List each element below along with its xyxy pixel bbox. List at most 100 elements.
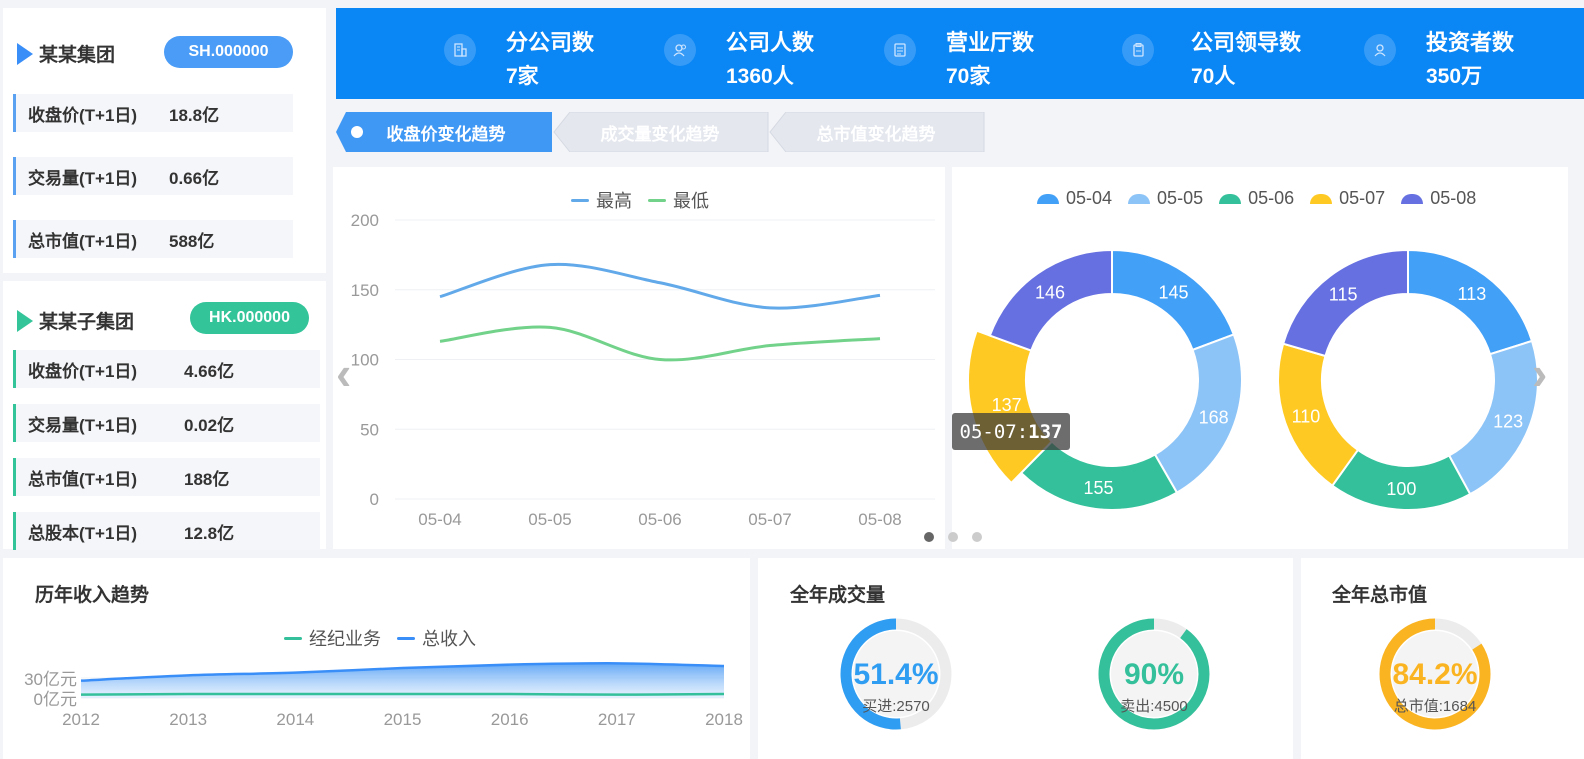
company-card-1: 某某集团 SH.000000 收盘价(T+1日) 18.8亿 交易量(T+1日)… (3, 8, 326, 273)
volume-gauges: 51.4% 买进:2570 90% 卖出:4500 (840, 618, 1210, 730)
carousel-dot[interactable] (948, 532, 958, 542)
legend-label: 最高 (596, 191, 632, 211)
slice-label: 110 (1292, 406, 1321, 426)
series-line (439, 262, 881, 310)
metric-value: 18.8亿 (169, 105, 220, 125)
x-tick-label: 05-06 (638, 510, 681, 529)
legend-swatch (284, 636, 302, 640)
series-line (439, 325, 881, 362)
slice-label: 113 (1458, 284, 1487, 304)
stat-title: 投资者数 (1426, 30, 1515, 55)
company-name: 某某集团 (39, 45, 116, 66)
pie-slice (1019, 440, 1179, 511)
stats-bar: 分公司数 7家 公司人数 1360人 营业厅数 70家 公司领导数 70人 投资… (336, 8, 1584, 99)
pie-chart-legend: 05-04 05-05 05-06 05-07 05-08 (1037, 188, 1492, 209)
gauge-arc (1098, 618, 1210, 730)
user-icon (1364, 34, 1396, 66)
tab-close-price[interactable]: 收盘价变化趋势 (386, 124, 506, 144)
metric-row: 交易量(T+1日) 0.02亿 (13, 404, 320, 442)
chart-tooltip: 05-07: 137 (952, 413, 1070, 450)
slice-label: 137 (992, 395, 1022, 415)
stat-value: 70家 (946, 65, 991, 88)
metric-value: 4.66亿 (184, 361, 235, 381)
clipboard-icon (1122, 34, 1154, 66)
legend-item[interactable]: 05-05 (1128, 188, 1203, 209)
tab-shapes (336, 112, 985, 152)
annual-market-value-title: 全年总市值 (1332, 585, 1428, 606)
y-tick-label: 0 (370, 490, 379, 509)
y-tick-label: 150 (351, 281, 379, 300)
legend-label: 05-06 (1248, 188, 1295, 208)
metric-value: 588亿 (169, 231, 215, 251)
triangle-marker-icon (17, 42, 33, 65)
slice-label: 123 (1493, 411, 1523, 431)
legend-item[interactable]: 05-04 (1037, 188, 1112, 209)
slice-label: 115 (1329, 285, 1358, 305)
legend-item[interactable]: 05-06 (1219, 188, 1294, 209)
y-tick-label: 100 (351, 351, 379, 370)
metric-label: 总市值(T+1日) (28, 469, 138, 489)
legend-item[interactable]: 最高 (571, 187, 632, 213)
stock-code-badge: HK.000000 (190, 302, 309, 334)
y-tick-label: 50 (360, 420, 379, 439)
gauge-arc (840, 618, 901, 730)
legend-item[interactable]: 05-07 (1310, 188, 1385, 209)
gauge-subtext: 总市值:1684 (1394, 698, 1477, 715)
stat-value: 7家 (506, 65, 539, 88)
metric-label: 总市值(T+1日) (28, 231, 138, 251)
income-trend-card (3, 558, 750, 759)
tab-market-value[interactable]: 总市值变化趋势 (816, 124, 936, 144)
series-line (80, 692, 725, 696)
gauge-percent: 90% (1124, 658, 1184, 691)
slice-label: 146 (1035, 283, 1065, 303)
metric-row: 收盘价(T+1日) 4.66亿 (13, 350, 320, 388)
legend-item[interactable]: 05-08 (1401, 188, 1476, 209)
legend-label: 总收入 (422, 629, 476, 649)
legend-item[interactable]: 经纪业务 (284, 625, 381, 651)
line-chart-card (333, 167, 945, 549)
triangle-marker-icon (17, 309, 33, 332)
legend-swatch (1219, 193, 1242, 204)
gauge-percent: 51.4% (853, 658, 938, 691)
stat-value: 350万 (1426, 65, 1483, 88)
line-chart: 0 50 100 150 200 05-04 05-05 05-06 05-07 05-08 (351, 211, 935, 529)
gauge-arc (1379, 618, 1491, 730)
x-tick-label: 2013 (169, 710, 207, 729)
market-value-gauge: 84.2% 总市值:1684 (1379, 618, 1491, 730)
tooltip-label: 05-07: (959, 420, 1029, 443)
stat-title: 公司人数 (726, 30, 815, 55)
chevron-right-icon[interactable]: › (1532, 347, 1548, 399)
x-tick-label: 2014 (276, 710, 314, 729)
legend-label: 最低 (673, 191, 709, 211)
x-tick-label: 2012 (62, 710, 100, 729)
x-tick-label: 2015 (384, 710, 422, 729)
carousel-dot[interactable] (972, 532, 982, 542)
metric-value: 12.8亿 (184, 523, 235, 543)
legend-item[interactable]: 总收入 (397, 625, 476, 651)
legend-label: 05-04 (1066, 188, 1113, 208)
company-title: 某某集团 (17, 40, 115, 67)
y-tick-label: 0亿元 (34, 690, 77, 709)
company-name: 某某子集团 (39, 312, 135, 333)
legend-swatch (397, 636, 415, 640)
area-chart-legend: 经纪业务 总收入 (284, 625, 492, 651)
legend-swatch (571, 198, 589, 202)
x-tick-label: 05-05 (528, 510, 571, 529)
stat-title: 公司领导数 (1191, 30, 1302, 55)
gauge-inner (1111, 631, 1197, 717)
annual-volume-title: 全年成交量 (790, 585, 886, 606)
metric-row: 收盘价(T+1日) 18.8亿 (13, 94, 293, 132)
metric-row: 总股本(T+1日) 12.8亿 (13, 512, 320, 550)
pie-slice (1281, 248, 1409, 358)
x-tick-label: 2017 (598, 710, 636, 729)
metric-value: 188亿 (184, 469, 230, 489)
legend-label: 经纪业务 (309, 629, 381, 649)
chevron-left-icon[interactable]: ‹ (336, 347, 352, 399)
carousel-dot[interactable] (924, 532, 934, 542)
stock-code-badge: SH.000000 (164, 36, 293, 68)
legend-item[interactable]: 最低 (648, 187, 709, 213)
gauge-subtext: 买进:2570 (862, 698, 930, 715)
stat-title: 营业厅数 (946, 30, 1035, 55)
tab-volume[interactable]: 成交量变化趋势 (600, 124, 720, 144)
